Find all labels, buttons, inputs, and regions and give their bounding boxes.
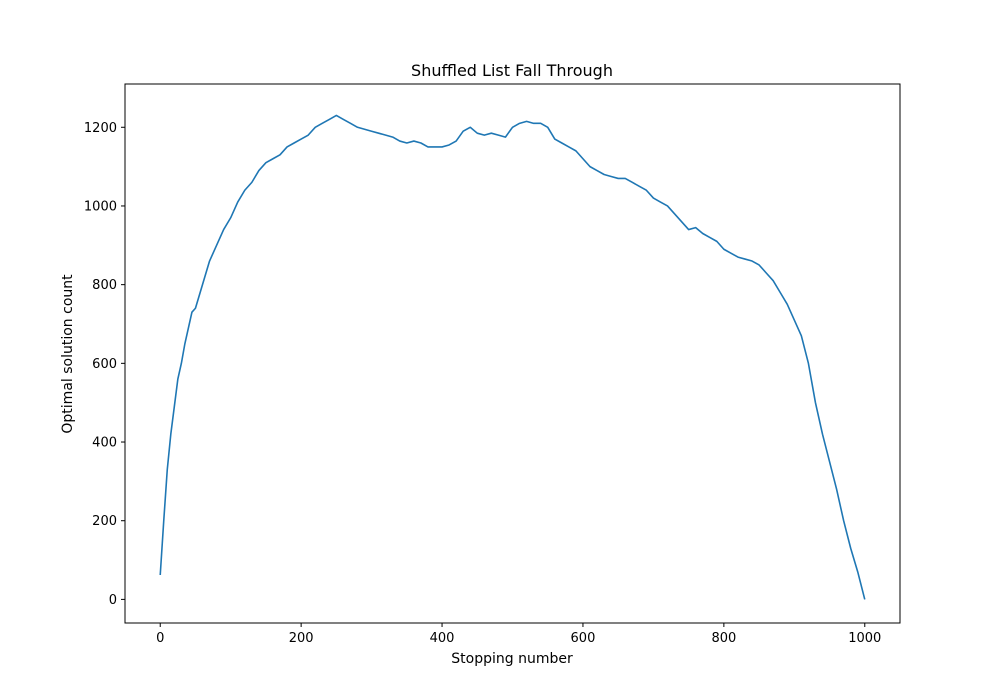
x-axis-label: Stopping number	[451, 651, 573, 667]
y-tick-label: 600	[92, 357, 117, 372]
y-tick-label: 1200	[84, 121, 117, 136]
x-tick-label: 0	[156, 631, 164, 646]
y-tick-label: 400	[92, 436, 117, 451]
y-tick-label: 0	[109, 593, 117, 608]
y-axis-label: Optimal solution count	[60, 274, 76, 434]
plot-area	[125, 84, 900, 623]
y-axis-ticks: 0 200 400 600 800 1000 1200	[84, 121, 125, 608]
series-line	[159, 114, 866, 600]
y-tick-label: 200	[92, 514, 117, 529]
chart-title: Shuffled List Fall Through	[411, 61, 613, 80]
x-tick-label: 800	[711, 631, 736, 646]
y-tick-label: 800	[92, 278, 117, 293]
plot-frame	[124, 83, 901, 624]
x-tick-label: 400	[430, 631, 455, 646]
x-tick-label: 600	[571, 631, 596, 646]
y-tick-label: 1000	[84, 199, 117, 214]
x-axis-ticks: 0 200 400 600 800 1000	[156, 623, 881, 646]
x-tick-label: 200	[289, 631, 314, 646]
x-tick-label: 1000	[848, 631, 881, 646]
